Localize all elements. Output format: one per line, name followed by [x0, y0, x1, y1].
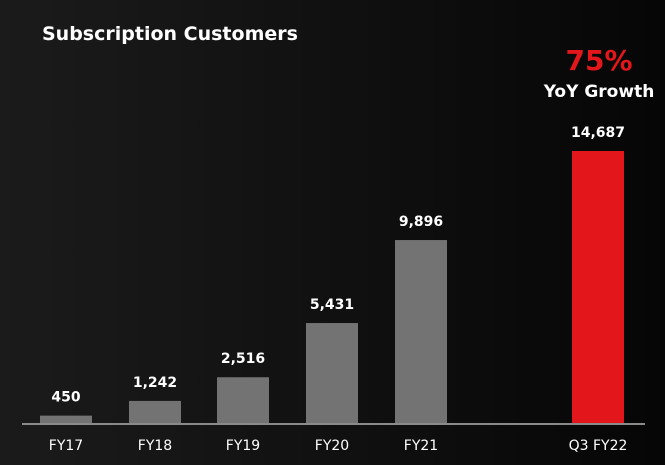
x-tick-label: FY20 — [315, 438, 349, 454]
bar-fy19 — [217, 377, 269, 424]
bar-fy18 — [129, 400, 181, 424]
x-tick-label: FY21 — [404, 438, 438, 454]
bar-fy20 — [306, 323, 358, 424]
growth-label: YoY Growth — [543, 82, 655, 102]
value-label: 1,242 — [133, 375, 177, 391]
chart-title: Subscription Customers — [42, 23, 298, 45]
bar-fy21 — [395, 240, 447, 424]
value-label: 14,687 — [571, 125, 625, 141]
x-tick-label: FY17 — [49, 438, 83, 454]
value-label: 450 — [51, 390, 80, 406]
bar-q3-fy22 — [572, 151, 624, 424]
value-label: 9,896 — [399, 214, 443, 230]
bar-fy17 — [40, 415, 92, 424]
value-label: 5,431 — [310, 297, 354, 313]
growth-percent: 75% — [565, 44, 632, 77]
x-tick-label: FY18 — [138, 438, 172, 454]
value-label: 2,516 — [221, 351, 265, 367]
bars: 450 FY17 1,242 FY18 2,516 FY19 5,431 FY20 9,896 F… — [40, 125, 627, 454]
x-tick-label: Q3 FY22 — [569, 438, 628, 454]
x-tick-label: FY19 — [226, 438, 260, 454]
